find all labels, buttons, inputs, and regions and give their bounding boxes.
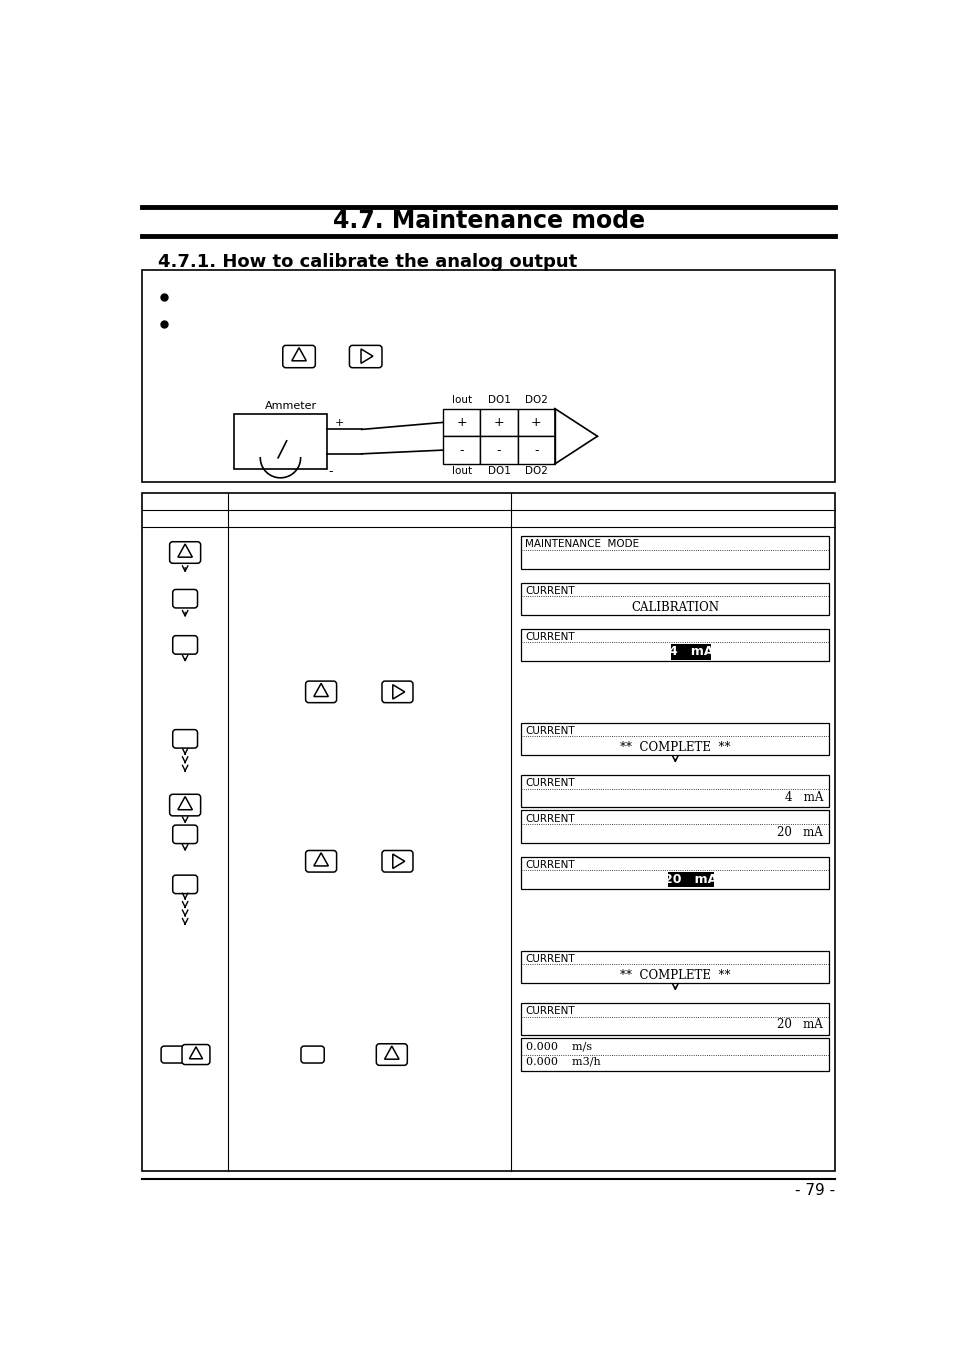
Text: CURRENT: CURRENT	[525, 1006, 575, 1016]
Text: CURRENT: CURRENT	[525, 778, 575, 788]
Text: +: +	[335, 417, 344, 428]
Text: CURRENT: CURRENT	[525, 632, 575, 642]
FancyBboxPatch shape	[172, 875, 197, 893]
Text: **  COMPLETE  **: ** COMPLETE **	[619, 742, 730, 754]
Bar	[521, 723, 828, 755]
Text: CURRENT: CURRENT	[525, 813, 575, 824]
FancyBboxPatch shape	[182, 1044, 210, 1065]
Bar	[521, 1039, 828, 1071]
Bar	[521, 628, 828, 661]
Bar	[480, 436, 517, 463]
FancyBboxPatch shape	[172, 825, 197, 843]
Text: DO1: DO1	[487, 466, 510, 477]
Bar	[521, 951, 828, 984]
Text: 4   mA: 4 mA	[668, 646, 712, 658]
Bar	[521, 536, 828, 569]
Bar	[521, 811, 828, 843]
Polygon shape	[177, 797, 193, 809]
Text: 20   mA: 20 mA	[777, 1019, 822, 1031]
Polygon shape	[177, 544, 193, 557]
Text: 0.000    m/s: 0.000 m/s	[525, 1042, 592, 1051]
FancyBboxPatch shape	[305, 851, 336, 871]
Text: 20   mA: 20 mA	[777, 825, 822, 839]
Text: DO2: DO2	[524, 394, 547, 405]
Text: CURRENT: CURRENT	[525, 725, 575, 736]
Text: CURRENT: CURRENT	[525, 859, 575, 870]
Bar	[480, 408, 517, 436]
FancyBboxPatch shape	[282, 346, 315, 367]
Bar	[142, 493, 835, 1171]
FancyBboxPatch shape	[375, 1044, 407, 1066]
FancyBboxPatch shape	[349, 346, 381, 367]
Bar	[517, 408, 555, 436]
Text: 4.7.1. How to calibrate the analog output: 4.7.1. How to calibrate the analog outpu…	[158, 253, 577, 272]
Text: 0.000    m3/h: 0.000 m3/h	[525, 1056, 600, 1067]
Bar	[443, 408, 480, 436]
Text: CURRENT: CURRENT	[525, 585, 575, 596]
Bar	[670, 644, 710, 659]
Text: Iout: Iout	[452, 394, 472, 405]
Polygon shape	[314, 684, 328, 697]
Text: 4   mA: 4 mA	[783, 790, 822, 804]
Text: -: -	[459, 443, 463, 457]
Text: DO1: DO1	[487, 394, 510, 405]
Bar	[667, 871, 713, 888]
Text: CALIBRATION: CALIBRATION	[631, 601, 719, 615]
Text: Iout: Iout	[452, 466, 472, 477]
Text: +: +	[456, 416, 467, 428]
Text: Ammeter: Ammeter	[265, 401, 317, 411]
FancyBboxPatch shape	[170, 542, 200, 563]
Bar	[521, 775, 828, 808]
Polygon shape	[360, 349, 373, 363]
Text: +: +	[493, 416, 504, 428]
Text: MAINTENANCE  MODE: MAINTENANCE MODE	[525, 539, 639, 550]
FancyBboxPatch shape	[172, 636, 197, 654]
FancyBboxPatch shape	[170, 794, 200, 816]
FancyBboxPatch shape	[381, 681, 413, 703]
Bar	[517, 436, 555, 463]
Text: 4.7. Maintenance mode: 4.7. Maintenance mode	[333, 209, 644, 234]
Polygon shape	[292, 347, 306, 361]
Bar	[443, 436, 480, 463]
Text: - 79 -: - 79 -	[795, 1182, 835, 1197]
Text: DO2: DO2	[524, 466, 547, 477]
Polygon shape	[314, 852, 328, 866]
FancyBboxPatch shape	[172, 730, 197, 748]
Bar	[521, 857, 828, 889]
Polygon shape	[190, 1047, 202, 1059]
Polygon shape	[384, 1046, 398, 1059]
Bar	[233, 413, 327, 469]
Text: +: +	[530, 416, 541, 428]
Text: -: -	[328, 466, 333, 478]
Text: CURRENT: CURRENT	[525, 954, 575, 963]
Text: -: -	[534, 443, 537, 457]
Text: 20   mA: 20 mA	[663, 873, 717, 886]
FancyBboxPatch shape	[172, 589, 197, 608]
FancyBboxPatch shape	[305, 681, 336, 703]
Text: -: -	[497, 443, 500, 457]
Bar	[142, 270, 835, 482]
FancyBboxPatch shape	[301, 1046, 324, 1063]
Bar	[521, 582, 828, 615]
Polygon shape	[393, 685, 404, 698]
Polygon shape	[393, 854, 404, 869]
Bar	[521, 1002, 828, 1035]
Text: **  COMPLETE  **: ** COMPLETE **	[619, 970, 730, 982]
FancyBboxPatch shape	[381, 851, 413, 871]
FancyBboxPatch shape	[161, 1046, 184, 1063]
